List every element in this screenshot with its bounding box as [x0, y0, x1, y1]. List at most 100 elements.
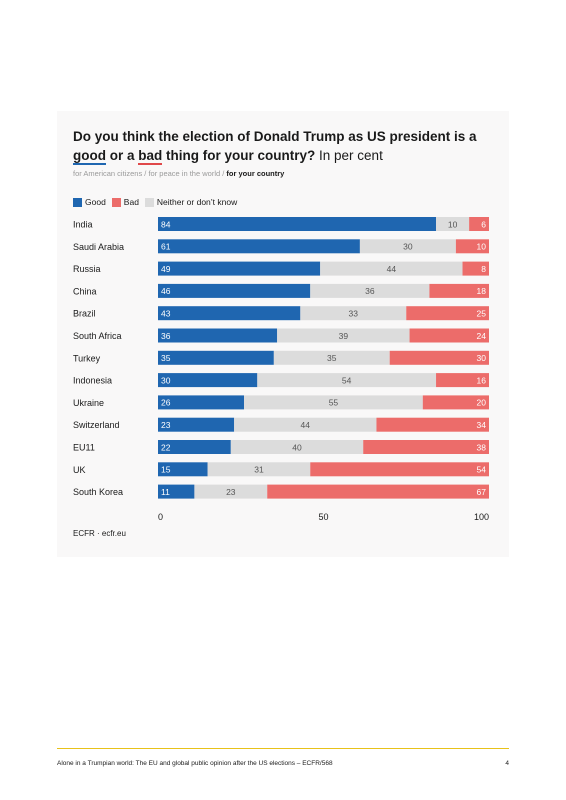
bar-bad-indonesia [436, 373, 489, 388]
bar-neither-brazil [300, 306, 407, 321]
bar-bad-china [429, 283, 489, 298]
value-good-switzerland: 23 [161, 420, 171, 430]
bar-bad-turkey [389, 350, 489, 365]
bar-neither-uk [207, 462, 311, 477]
bar-neither-indonesia [257, 373, 437, 388]
legend-label-good: Good [85, 197, 106, 207]
bar-good-ukraine [158, 395, 245, 410]
value-bad-south-korea: 67 [477, 487, 487, 497]
bar-bad-south-korea [267, 484, 489, 499]
value-neither-brazil: 33 [349, 309, 359, 319]
footer-rule [57, 748, 509, 749]
legend-swatch-neither [144, 197, 154, 207]
category-label-ukraine: Ukraine [73, 398, 104, 408]
value-bad-indonesia: 16 [477, 375, 487, 385]
value-bad-ukraine: 20 [477, 398, 487, 408]
bar-neither-eu11 [230, 440, 364, 454]
value-neither-indonesia: 54 [342, 375, 352, 385]
value-bad-russia: 8 [481, 264, 486, 274]
value-good-uk: 15 [161, 465, 171, 475]
bar-bad-eu11 [363, 440, 489, 454]
value-good-eu11: 22 [161, 442, 171, 452]
value-neither-south-africa: 39 [339, 331, 349, 341]
legend-swatch-good [73, 197, 82, 207]
category-label-saudi-arabia: Saudi Arabia [73, 242, 124, 252]
legend: Good Bad Neither or don’t know [73, 196, 243, 208]
bar-good-south-africa [158, 328, 278, 343]
subtitle-inactive: for American citizens / for peace in the… [73, 169, 227, 178]
bar-neither-russia [320, 261, 463, 276]
stacked-bar-chart: India 84 10 6 Saudi Arabia 61 30 10 Russia 49 44 8 C… [73, 217, 489, 522]
title-suffix: In per cent [315, 148, 383, 163]
category-label-indonesia: Indonesia [73, 376, 112, 386]
value-neither-eu11: 40 [292, 442, 302, 452]
title-good-word: good [73, 148, 106, 165]
value-neither-uk: 31 [254, 465, 264, 475]
title-bad-word: bad [138, 148, 163, 165]
bar-good-china [158, 283, 311, 298]
title-text: Do you think the election of Donald Trum… [73, 129, 477, 144]
value-bad-china: 18 [477, 286, 487, 296]
x-tick-100: 100 [474, 512, 489, 522]
value-bad-uk: 54 [477, 465, 487, 475]
page-number: 4 [505, 760, 509, 767]
bar-bad-russia [462, 261, 489, 276]
bar-neither-south-korea [194, 484, 268, 499]
subtitle-active: for your country [226, 169, 285, 178]
value-neither-ukraine: 55 [329, 398, 339, 408]
value-good-saudi-arabia: 61 [161, 242, 171, 252]
bar-bad-south-africa [409, 328, 489, 343]
bar-good-brazil [158, 306, 301, 321]
legend-item-neither: Neither or don’t know [144, 197, 237, 207]
value-bad-brazil: 25 [477, 309, 487, 319]
value-bad-south-africa: 24 [477, 331, 487, 341]
value-bad-switzerland: 34 [477, 420, 487, 430]
value-neither-south-korea: 23 [226, 487, 236, 497]
value-good-indonesia: 30 [161, 375, 171, 385]
value-good-india: 84 [161, 219, 171, 229]
category-label-south-africa: South Africa [73, 331, 122, 341]
value-neither-india: 10 [448, 219, 458, 229]
category-label-china: China [73, 286, 97, 296]
category-label-uk: UK [73, 465, 86, 475]
bar-good-eu11 [158, 440, 231, 454]
source-note: ECFR · ecfr.eu [73, 529, 126, 538]
value-neither-russia: 44 [387, 264, 397, 274]
value-good-turkey: 35 [161, 353, 171, 363]
bar-good-indonesia [158, 373, 258, 388]
bar-neither-saudi-arabia [359, 239, 456, 254]
legend-label-bad: Bad [123, 197, 139, 207]
category-label-turkey: Turkey [73, 353, 101, 363]
bar-good-russia [158, 261, 321, 276]
bar-neither-china [310, 283, 430, 298]
x-tick-0: 0 [158, 512, 163, 522]
category-label-india: India [73, 220, 93, 230]
value-bad-eu11: 38 [477, 442, 487, 452]
value-good-brazil: 43 [161, 309, 171, 319]
bar-bad-india [469, 217, 489, 231]
bar-good-switzerland [158, 417, 235, 432]
bar-bad-uk [310, 462, 489, 477]
category-label-south-korea: South Korea [73, 487, 123, 497]
value-neither-turkey: 35 [327, 353, 337, 363]
bar-neither-ukraine [244, 395, 423, 410]
value-bad-turkey: 30 [477, 353, 487, 363]
value-neither-switzerland: 44 [301, 420, 311, 430]
legend-item-bad: Bad [111, 197, 139, 207]
legend-item-good: Good [73, 197, 106, 207]
bar-bad-ukraine [422, 395, 489, 410]
footer-text: Alone in a Trumpian world: The EU and gl… [57, 760, 333, 767]
bar-bad-brazil [406, 306, 489, 321]
bar-good-uk [158, 462, 208, 477]
title-text-end: thing for your country? [162, 148, 316, 163]
bar-neither-india [436, 217, 470, 231]
bar-bad-saudi-arabia [455, 239, 489, 254]
figure: Do you think the election of Donald Trum… [57, 111, 509, 557]
chart-subtitle: for American citizens / for peace in the… [73, 169, 284, 178]
value-good-china: 46 [161, 286, 171, 296]
value-bad-india: 6 [481, 219, 486, 229]
x-tick-50: 50 [318, 512, 328, 522]
category-label-switzerland: Switzerland [73, 420, 120, 430]
title-text-mid: or a [106, 148, 139, 163]
value-neither-saudi-arabia: 30 [403, 242, 413, 252]
